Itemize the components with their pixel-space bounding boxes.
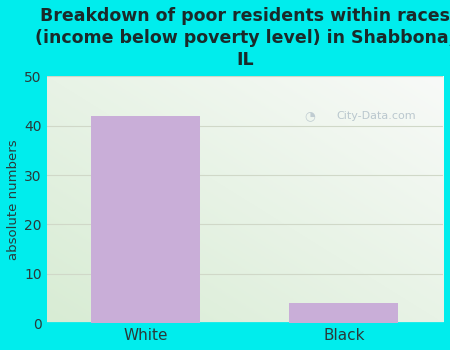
Y-axis label: absolute numbers: absolute numbers [7, 140, 20, 260]
Text: City-Data.com: City-Data.com [336, 111, 416, 121]
Bar [91, 116, 200, 323]
Text: ◔: ◔ [305, 110, 316, 122]
Title: Breakdown of poor residents within races
(income below poverty level) in Shabbon: Breakdown of poor residents within races… [35, 7, 450, 69]
Bar [289, 303, 398, 323]
